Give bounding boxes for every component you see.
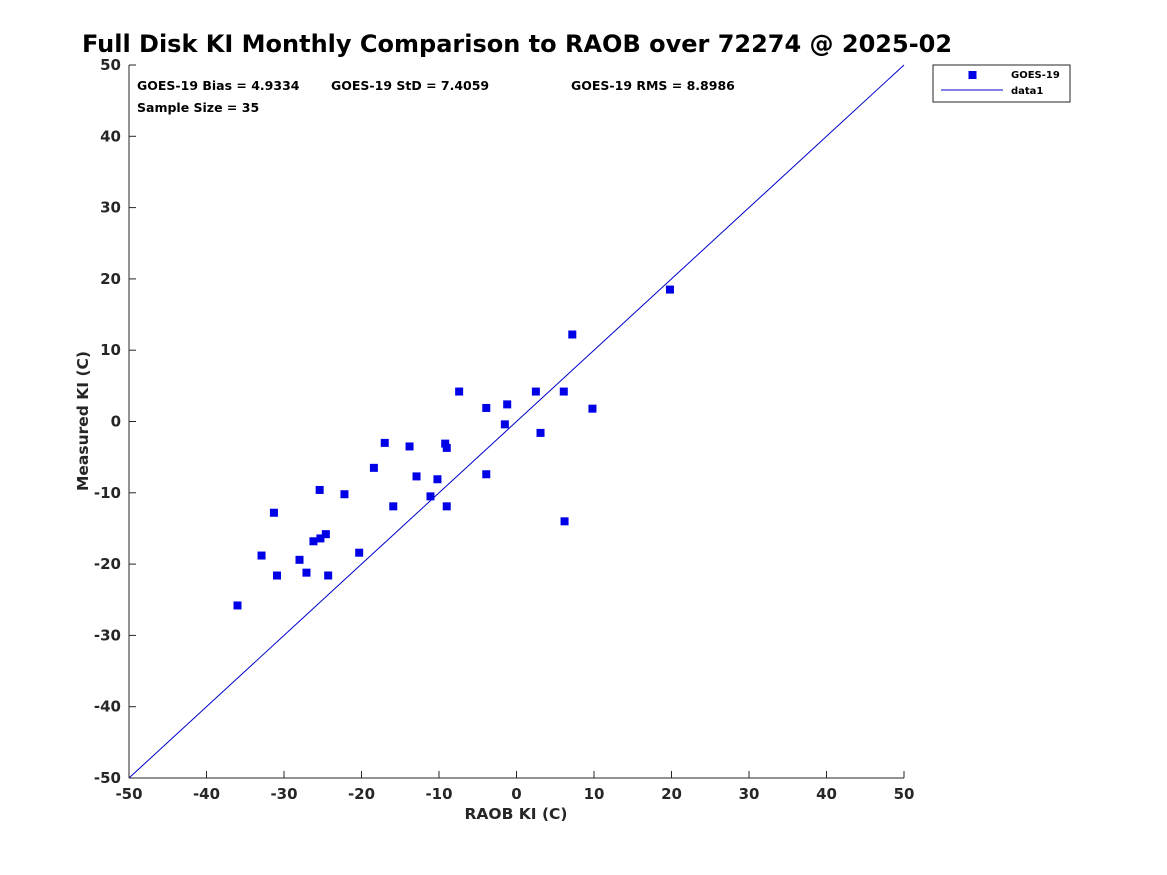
x-tick-label: -50 [115, 785, 142, 803]
data-point-goes19 [482, 470, 491, 479]
data-point-goes19 [559, 387, 568, 396]
y-tick-label: -40 [94, 698, 121, 716]
data-point-goes19 [302, 568, 311, 577]
data-point-goes19 [455, 387, 464, 396]
data-point-goes19 [560, 517, 569, 526]
y-tick-label: -30 [94, 626, 121, 644]
data-point-goes19 [588, 404, 597, 413]
data-point-goes19 [426, 492, 435, 501]
y-tick-label: 20 [100, 270, 121, 288]
data-point-goes19 [442, 502, 451, 511]
chart-title: Full Disk KI Monthly Comparison to RAOB … [82, 30, 952, 58]
data-point-goes19 [405, 442, 414, 451]
stat-sample-size: Sample Size = 35 [137, 100, 259, 115]
y-tick-label: 10 [100, 341, 121, 359]
legend-box [932, 64, 1071, 103]
stat-std: GOES-19 StD = 7.4059 [331, 78, 489, 93]
legend-marker-goes19 [968, 71, 977, 79]
data-point-goes19 [433, 475, 442, 484]
data-point-goes19 [412, 472, 421, 481]
y-tick-label: 30 [100, 199, 121, 217]
data-point-goes19 [531, 387, 540, 396]
x-tick-label: 0 [511, 785, 521, 803]
x-tick-label: -10 [425, 785, 452, 803]
data-point-goes19 [316, 534, 325, 543]
data-point-goes19 [442, 443, 451, 452]
data-point-goes19 [321, 530, 330, 539]
data-point-goes19 [269, 508, 278, 517]
legend-label-goes19: GOES-19 [1011, 70, 1060, 81]
data-point-goes19 [295, 555, 304, 564]
x-tick-label: -30 [270, 785, 297, 803]
y-tick-label: 50 [100, 56, 121, 74]
data-point-goes19 [355, 548, 364, 557]
x-tick-label: 20 [661, 785, 682, 803]
x-tick-label: -20 [348, 785, 375, 803]
y-axis-label: Measured KI (C) [74, 351, 92, 491]
data-point-goes19 [441, 439, 450, 448]
data-point-goes19 [482, 403, 491, 412]
x-tick-label: -40 [193, 785, 220, 803]
series-data1-line [128, 64, 905, 779]
data-point-goes19 [568, 330, 577, 339]
data-point-goes19 [389, 502, 398, 511]
data-point-goes19 [500, 420, 509, 429]
data-point-goes19 [340, 490, 349, 499]
data-point-goes19 [257, 551, 266, 560]
stat-bias: GOES-19 Bias = 4.9334 [137, 78, 300, 93]
data-point-goes19 [536, 428, 545, 437]
legend: GOES-19 data1 [932, 64, 1071, 103]
data-points [233, 285, 674, 610]
x-tick-label: 10 [584, 785, 605, 803]
data-point-goes19 [324, 571, 333, 580]
stat-rms: GOES-19 RMS = 8.8986 [571, 78, 735, 93]
legend-label-data1: data1 [1011, 86, 1043, 97]
x-tick-label: 30 [739, 785, 760, 803]
data-point-goes19 [503, 400, 512, 409]
data-point-goes19 [315, 485, 324, 494]
y-tick-label: -50 [94, 769, 121, 787]
data-point-goes19 [309, 537, 318, 546]
data-point-goes19 [665, 285, 674, 294]
x-axis-label: RAOB KI (C) [464, 805, 567, 823]
y-tick-label: 0 [111, 413, 121, 431]
data-point-goes19 [369, 463, 378, 472]
x-tick-label: 50 [894, 785, 915, 803]
data-point-goes19 [233, 601, 242, 610]
reference-line-layer [128, 64, 905, 779]
y-tick-label: 40 [100, 127, 121, 145]
x-tick-label: 40 [816, 785, 837, 803]
data-point-goes19 [273, 571, 282, 580]
axis-ticks: -50 -40 -30 -20 -10 0 10 20 30 40 50 -50 -40 -30 -20 -1… [94, 56, 915, 803]
y-tick-label: -10 [94, 484, 121, 502]
y-tick-label: -20 [94, 555, 121, 573]
data-point-goes19 [380, 438, 389, 447]
